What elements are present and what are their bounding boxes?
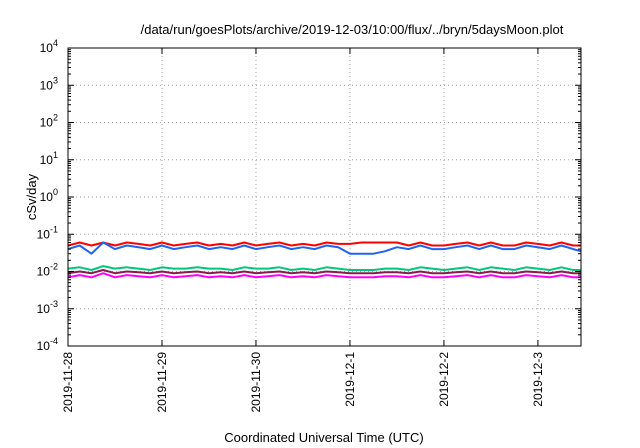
x-tick-label: 2019-12-1 bbox=[343, 352, 357, 407]
y-tick-label: 10-2 bbox=[37, 262, 58, 279]
series-line-5 bbox=[67, 272, 581, 279]
series-line-3 bbox=[67, 265, 581, 271]
x-tick-label: 2019-11-29 bbox=[155, 352, 169, 413]
y-tick-label: 100 bbox=[40, 187, 58, 204]
y-tick-label: 104 bbox=[40, 38, 58, 55]
series-line-1 bbox=[67, 241, 581, 247]
x-tick-label: 2019-12-3 bbox=[531, 352, 545, 407]
y-tick-label: 10-1 bbox=[37, 224, 58, 241]
grid bbox=[68, 48, 581, 346]
x-tick-label: 2019-12-2 bbox=[437, 352, 451, 407]
series-line-2 bbox=[67, 241, 582, 255]
y-tick-label: 103 bbox=[40, 75, 58, 92]
x-axis-label: Coordinated Universal Time (UTC) bbox=[224, 430, 423, 445]
chart-title: /data/run/goesPlots/archive/2019-12-03/1… bbox=[141, 22, 564, 37]
x-tick-label: 2019-11-28 bbox=[61, 352, 75, 413]
y-tick-label: 102 bbox=[40, 113, 58, 130]
y-axis-label: cSv/day bbox=[24, 173, 39, 220]
series-group bbox=[67, 241, 582, 279]
series-line-4 bbox=[67, 269, 581, 275]
axis-ticks: 10-4 10-3 10-2 10-1 100 101 102 103 104 2019-11-2… bbox=[37, 38, 581, 413]
x-tick-label: 2019-11-30 bbox=[249, 352, 263, 413]
y-tick-label: 10-3 bbox=[37, 299, 58, 316]
y-tick-label: 10-4 bbox=[37, 336, 58, 353]
y-tick-label: 101 bbox=[40, 150, 58, 167]
